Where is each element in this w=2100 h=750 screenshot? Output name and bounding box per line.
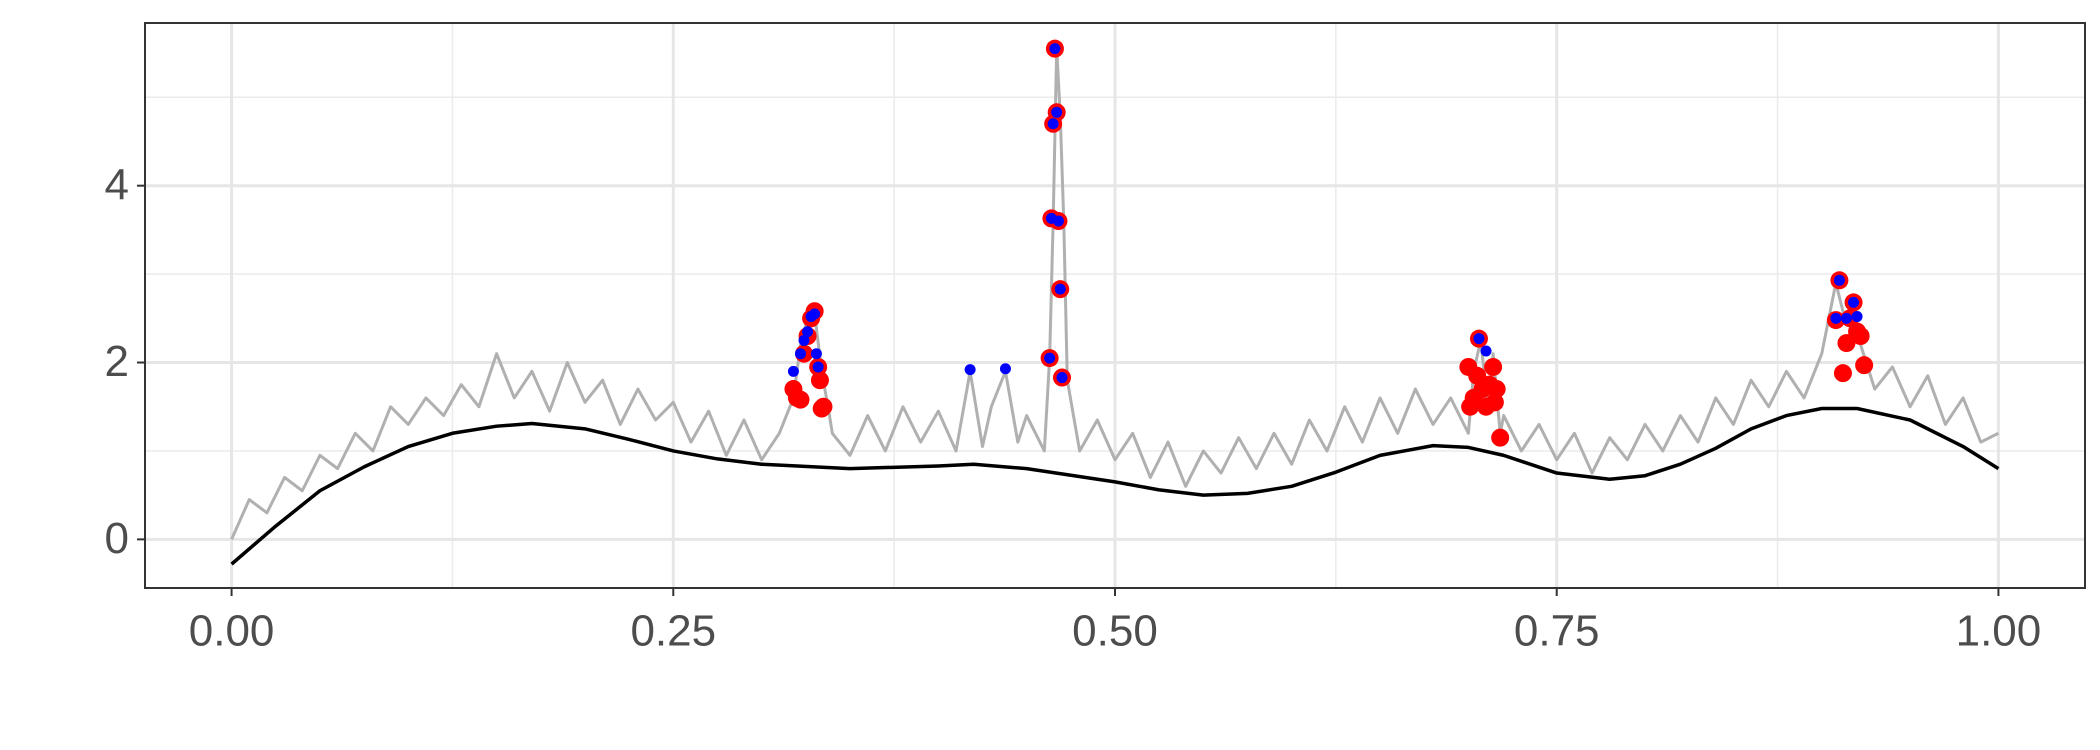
point bbox=[1047, 118, 1059, 130]
x-tick-label: 1.00 bbox=[1956, 607, 2042, 656]
point bbox=[810, 348, 822, 360]
point bbox=[812, 361, 824, 373]
point bbox=[1052, 215, 1064, 227]
point bbox=[1851, 327, 1870, 346]
point bbox=[1480, 345, 1492, 357]
point bbox=[1855, 356, 1874, 375]
point bbox=[1485, 393, 1504, 412]
point bbox=[1051, 106, 1063, 118]
point bbox=[1056, 372, 1068, 384]
point bbox=[1840, 312, 1852, 324]
point bbox=[1487, 380, 1506, 399]
point bbox=[1473, 333, 1485, 345]
point bbox=[1837, 334, 1856, 353]
x-tick-label: 0.25 bbox=[630, 607, 716, 656]
point bbox=[999, 363, 1011, 375]
point bbox=[1484, 357, 1503, 376]
y-tick-label: 4 bbox=[105, 160, 129, 209]
y-tick-label: 2 bbox=[105, 337, 129, 386]
y-tick-label: 0 bbox=[105, 514, 129, 563]
point bbox=[1851, 311, 1863, 323]
point bbox=[1054, 283, 1066, 295]
point bbox=[1491, 428, 1510, 447]
point bbox=[1049, 43, 1061, 55]
point bbox=[1833, 274, 1845, 286]
panel-border bbox=[144, 22, 2086, 589]
point bbox=[1830, 312, 1842, 324]
x-tick-label: 0.50 bbox=[1072, 607, 1158, 656]
point bbox=[787, 365, 799, 377]
point bbox=[809, 308, 821, 320]
x-tick-label: 0.75 bbox=[1514, 607, 1600, 656]
line bbox=[230, 47, 2000, 540]
point bbox=[802, 326, 814, 338]
point bbox=[964, 364, 976, 376]
line bbox=[230, 406, 2000, 566]
point bbox=[1848, 296, 1860, 308]
point bbox=[1833, 364, 1852, 383]
point bbox=[795, 348, 807, 360]
point bbox=[810, 371, 829, 390]
point bbox=[812, 399, 831, 418]
point bbox=[791, 390, 810, 409]
point bbox=[1044, 352, 1056, 364]
point bbox=[798, 334, 810, 346]
x-tick-label: 0.00 bbox=[189, 607, 275, 656]
